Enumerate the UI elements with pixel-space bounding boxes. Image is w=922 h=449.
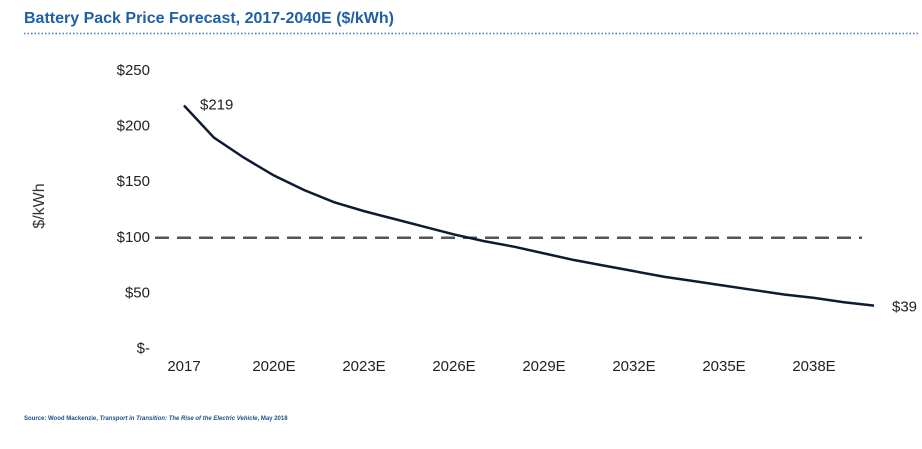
x-tick-label: 2026E bbox=[432, 358, 475, 375]
y-tick-label: $250 bbox=[117, 62, 150, 79]
data-line bbox=[183, 104, 875, 307]
y-tick-label: $200 bbox=[117, 118, 150, 135]
source-text: Transport in Transition: The Rise of the… bbox=[100, 416, 259, 422]
y-tick-label: $150 bbox=[117, 173, 150, 190]
y-tick-label: $50 bbox=[125, 284, 150, 301]
x-tick-label: 2035E bbox=[702, 358, 745, 375]
y-tick-label: $100 bbox=[117, 229, 150, 246]
x-tick-label: 2023E bbox=[342, 358, 385, 375]
x-tick-label: 2032E bbox=[612, 358, 655, 375]
x-tick-label: 2020E bbox=[252, 358, 295, 375]
x-tick-label: 2029E bbox=[522, 358, 565, 375]
data-label: $219 bbox=[200, 96, 233, 113]
data-label: $39 bbox=[892, 299, 917, 316]
chart-title: Battery Pack Price Forecast, 2017-2040E … bbox=[24, 10, 394, 27]
x-tick-label: 2038E bbox=[792, 358, 835, 375]
source-note: Source: Wood Mackenzie, Transport in Tra… bbox=[24, 416, 288, 422]
y-axis-label: $/kWh bbox=[31, 183, 48, 228]
source-text: , May 2018 bbox=[258, 416, 289, 422]
x-tick-label: 2017 bbox=[167, 358, 200, 375]
y-tick-label: $- bbox=[137, 340, 150, 357]
source-text: Source: Wood Mackenzie, bbox=[24, 416, 100, 422]
